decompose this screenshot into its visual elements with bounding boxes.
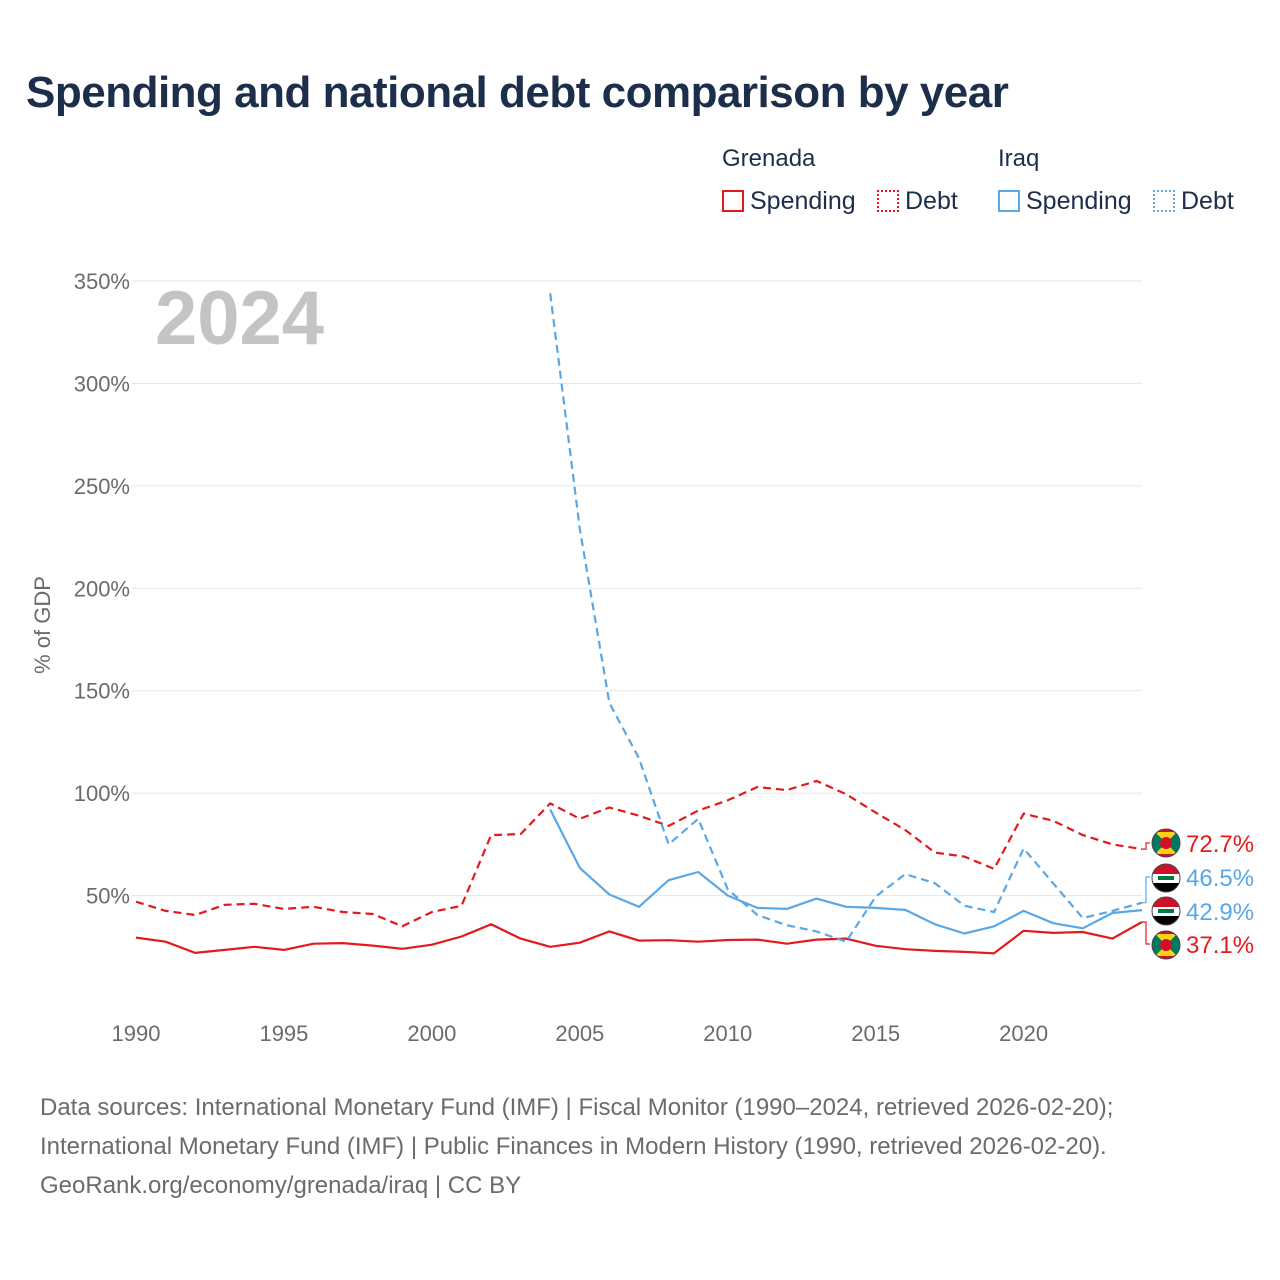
series-line-grenada-debt[interactable] [135,779,1143,928]
end-label-leader [1142,876,1150,904]
source-note: Data sources: International Monetary Fun… [40,1088,1113,1205]
legend-group-grenada: Grenada [722,145,816,172]
x-tick-label: 2015 [851,1021,900,1046]
grenada-flag-icon [1151,828,1181,858]
source-line-3: GeoRank.org/economy/grenada/iraq | CC BY [40,1172,522,1199]
source-line-2: International Monetary Fund (IMF) | Publ… [40,1133,1107,1160]
iraq-flag-icon [1151,896,1181,926]
year-watermark: 2024 [155,276,324,361]
legend-swatch-grenada-debt [877,190,899,212]
y-tick-label: 100% [74,781,130,806]
legend-swatch-iraq-spending [998,190,1020,212]
chart-title: Spending and national debt comparison by… [26,68,1009,117]
x-tick-label: 2005 [555,1021,604,1046]
series-line-iraq-debt[interactable] [549,293,1143,943]
x-tick-label: 2000 [407,1021,456,1046]
end-label-leader [1142,921,1150,945]
legend-swatch-iraq-debt [1153,190,1175,212]
legend-group-iraq: Iraq [998,145,1040,172]
x-tick-label: 1995 [259,1021,308,1046]
x-tick-label: 1990 [112,1021,161,1046]
y-tick-label: 150% [74,679,130,704]
legend-iraq-spending[interactable]: Spending [998,186,1132,216]
end-label-grenada-spending: 37.1% [1186,932,1254,959]
legend-label: Spending [1026,186,1132,215]
iraq-flag-icon [1151,863,1181,893]
x-tick-label: 2020 [999,1021,1048,1046]
source-line-1: Data sources: International Monetary Fun… [40,1094,1114,1121]
series-line-grenada-spending[interactable] [135,921,1143,955]
line-chart: 2024 % of GDP 50% 100% 150% 200% 250% 300% 350… [30,269,1254,1046]
legend-label: Debt [1181,186,1234,215]
y-tick-label: 300% [74,371,130,396]
y-tick-label: 200% [74,576,130,601]
series-line-iraq-spending[interactable] [549,809,1143,935]
legend-grenada-debt[interactable]: Debt [877,186,958,216]
legend-iraq-debt[interactable]: Debt [1153,186,1234,216]
y-tick-label: 350% [74,269,130,294]
legend-swatch-grenada-spending [722,190,744,212]
legend-label: Spending [750,186,856,215]
legend-label: Debt [905,186,958,215]
y-tick-label: 250% [74,474,130,499]
end-label-grenada-debt: 72.7% [1186,831,1254,858]
y-axis-label: % of GDP [30,576,55,674]
end-label-iraq-debt: 46.5% [1186,865,1254,892]
x-tick-label: 2010 [703,1021,752,1046]
y-tick-label: 50% [86,884,130,909]
legend-grenada-spending[interactable]: Spending [722,186,856,216]
grenada-flag-icon [1151,930,1181,960]
end-label-iraq-spending: 42.9% [1186,899,1254,926]
end-label-leader [1142,842,1150,850]
